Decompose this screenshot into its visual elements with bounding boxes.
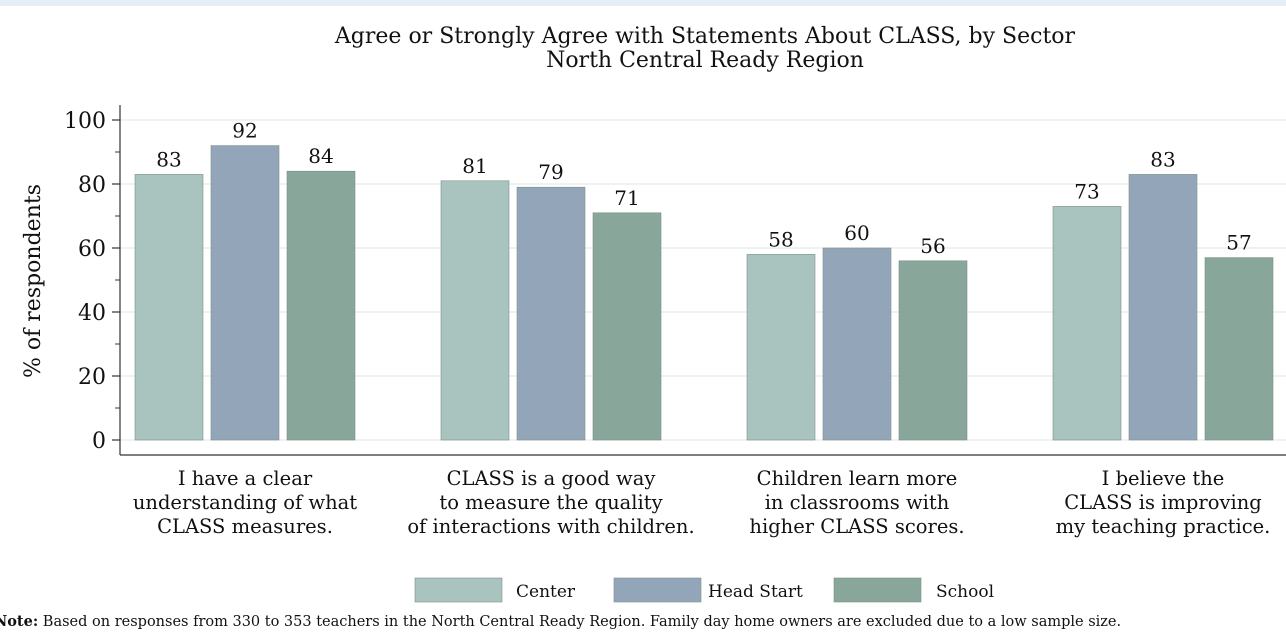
- category-label: higher CLASS scores.: [749, 515, 964, 538]
- bar-school: [1204, 257, 1274, 441]
- y-tick-label: 80: [78, 173, 106, 198]
- category-label: CLASS measures.: [157, 515, 333, 538]
- bar-head-start: [210, 145, 280, 441]
- bar-value-label: 83: [156, 147, 181, 171]
- y-tick-label: 100: [64, 109, 106, 134]
- category-label: understanding of what: [133, 491, 357, 514]
- legend-label: School: [936, 582, 994, 602]
- data-labels: 83 81 58 73 92 79 60 83 84 71 56 57: [156, 119, 1251, 258]
- note-text: Based on responses from 330 to 353 teach…: [38, 614, 1122, 630]
- chart-title: Agree or Strongly Agree with Statements …: [334, 24, 1076, 49]
- y-axis-label: % of respondents: [21, 184, 46, 378]
- category-label: I believe the: [1102, 467, 1225, 490]
- legend-swatch: [414, 577, 503, 603]
- bar-school: [286, 170, 356, 441]
- bar-value-label: 60: [844, 221, 869, 245]
- legend-label: Head Start: [708, 582, 803, 602]
- bar-value-label: 81: [462, 154, 487, 178]
- bar-value-label: 79: [538, 160, 563, 184]
- y-tick-label: 0: [92, 429, 106, 454]
- legend-swatch: [833, 577, 922, 603]
- category-label: I have a clear: [178, 467, 313, 490]
- y-tick-label: 60: [78, 237, 106, 262]
- bar-center: [1052, 206, 1122, 441]
- category-label: CLASS is improving: [1064, 491, 1262, 514]
- bar-school: [898, 260, 968, 441]
- axes: 0 20 40 60 80 100: [64, 105, 1286, 456]
- chart-subtitle: North Central Ready Region: [546, 48, 864, 73]
- category-label: Children learn more: [757, 467, 958, 490]
- category-label: in classrooms with: [765, 491, 950, 514]
- y-tick-label: 40: [78, 301, 106, 326]
- y-tick-label: 20: [78, 365, 106, 390]
- bars: [134, 145, 1274, 441]
- legend: Center Head Start School: [414, 577, 994, 603]
- bar-head-start: [1128, 174, 1198, 441]
- category-label: to measure the quality: [439, 491, 662, 514]
- bar-head-start: [822, 247, 892, 441]
- legend-swatch: [613, 577, 702, 603]
- bar-value-label: 73: [1074, 179, 1099, 203]
- note-label: Note:: [0, 613, 39, 630]
- bar-center: [746, 254, 816, 441]
- bar-value-label: 57: [1226, 231, 1251, 255]
- bar-value-label: 71: [614, 186, 639, 210]
- bar-value-label: 84: [308, 144, 333, 168]
- bar-center: [440, 180, 510, 441]
- category-label: my teaching practice.: [1056, 515, 1271, 538]
- bar-value-label: 56: [920, 234, 945, 258]
- bar-value-label: 83: [1150, 147, 1175, 171]
- category-label: CLASS is a good way: [447, 467, 656, 490]
- legend-label: Center: [516, 582, 576, 602]
- bar-value-label: 58: [768, 227, 793, 251]
- category-label: of interactions with children.: [407, 515, 694, 538]
- top-border: [0, 0, 1286, 6]
- bar-head-start: [516, 186, 586, 441]
- bar-center: [134, 174, 204, 441]
- bar-value-label: 92: [232, 119, 257, 143]
- bar-school: [592, 212, 662, 441]
- bar-chart: Agree or Strongly Agree with Statements …: [21, 24, 1286, 603]
- footnote: Note: Based on responses from 330 to 353…: [0, 613, 1286, 630]
